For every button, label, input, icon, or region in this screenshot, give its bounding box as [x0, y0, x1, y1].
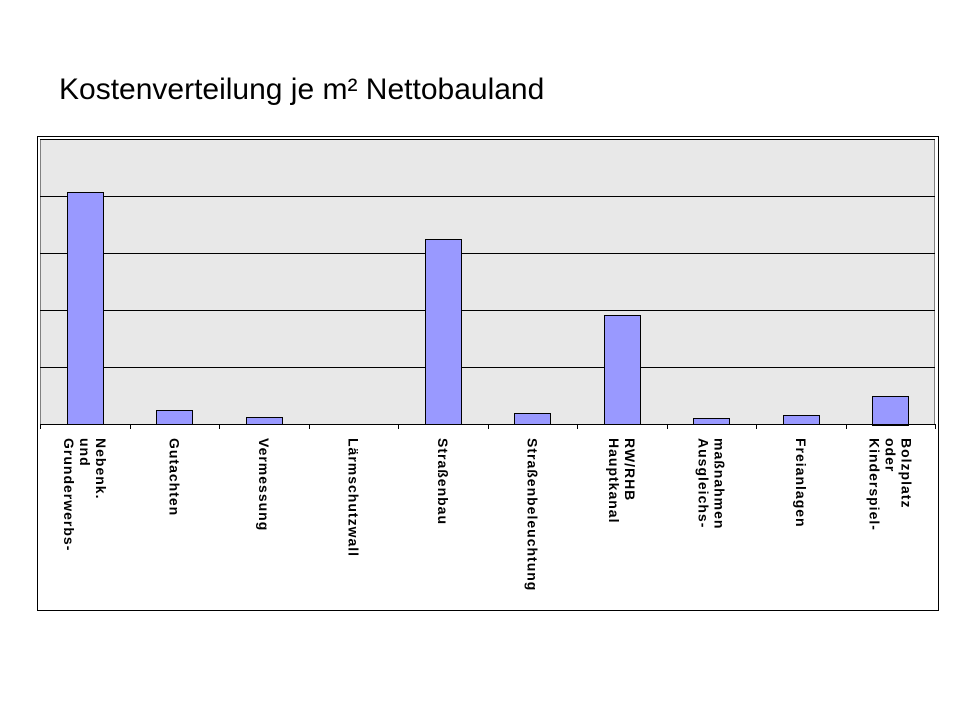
x-tick-label-line: Vermessung — [256, 438, 272, 531]
x-tick-label-5: Straßenbeleuchtung — [524, 438, 540, 591]
x-tick-label-line: RW/RHB — [622, 438, 638, 501]
x-tick-label-line: oder — [882, 438, 898, 472]
bar-1 — [156, 410, 193, 425]
x-tick-label-line: Straßenbeleuchtung — [524, 438, 540, 591]
bar-0 — [67, 192, 104, 425]
bar-4 — [425, 239, 462, 425]
x-tick-label-line: Kinderspiel- — [866, 438, 882, 531]
x-tick-label-line: Hauptkanal — [606, 438, 622, 523]
x-tick-label-4: Straßenbau — [435, 438, 451, 525]
x-tick-label-line: Ausgleichs- — [695, 438, 711, 528]
x-tick-label-line: Grunderwerbs- — [61, 438, 77, 551]
x-tick-label-line: Freianlagen — [793, 438, 809, 528]
x-tick-label-line: maßnahmen — [711, 438, 727, 529]
plot-area — [40, 139, 935, 425]
x-tick-label-1: Gutachten — [166, 438, 182, 516]
x-tick-label-9: Kinderspiel-oderBolzplatz — [866, 438, 914, 531]
x-tick-label-line: Straßenbau — [435, 438, 451, 525]
x-tick-label-8: Freianlagen — [793, 438, 809, 528]
x-tick-label-6: HauptkanalRW/RHB — [606, 438, 638, 523]
x-tick-label-line: Nebenk. — [93, 438, 109, 499]
bar-8 — [783, 415, 820, 425]
bar-7 — [693, 418, 730, 425]
x-tick-label-7: Ausgleichs-maßnahmen — [695, 438, 727, 529]
x-tick-label-line: Lärmschutzwall — [345, 438, 361, 557]
x-tick-label-line: und — [77, 438, 93, 467]
bar-6 — [604, 315, 641, 425]
bar-9 — [872, 396, 909, 426]
x-axis-labels: Grunderwerbs-undNebenk. Gutachten Vermessu… — [61, 438, 914, 591]
x-tick-label-0: Grunderwerbs-undNebenk. — [61, 438, 109, 551]
bar-5 — [514, 413, 551, 425]
x-tick-label-3: Lärmschutzwall — [345, 438, 361, 557]
bars — [67, 192, 909, 426]
x-tick-label-line: Bolzplatz — [898, 438, 914, 508]
bar-2 — [246, 417, 283, 425]
x-axis-ticks — [40, 424, 936, 429]
x-tick-label-line: Gutachten — [166, 438, 182, 516]
chart-title: Kostenverteilung je m² Nettobauland — [59, 73, 545, 106]
x-tick-label-2: Vermessung — [256, 438, 272, 531]
gridlines — [40, 139, 935, 368]
